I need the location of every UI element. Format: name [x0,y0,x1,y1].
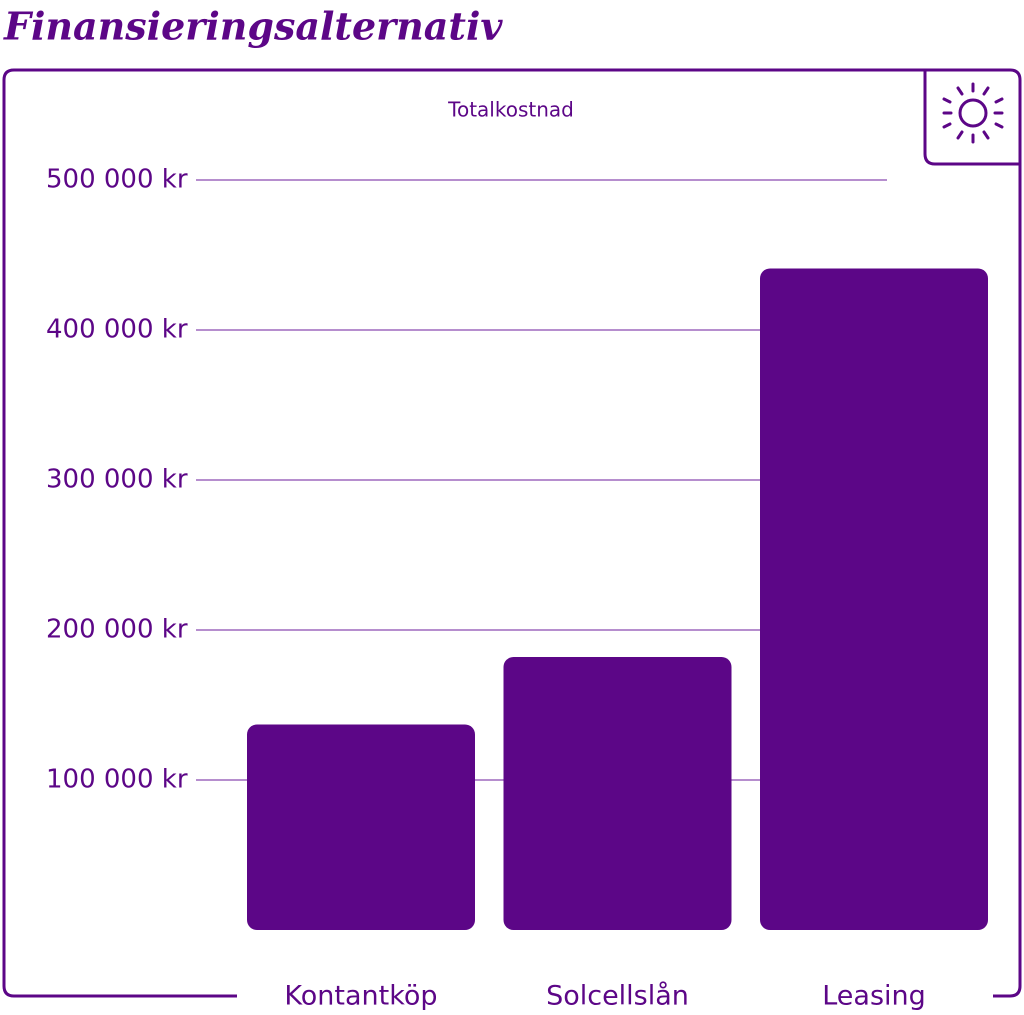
frame [2,68,1022,998]
bar [247,724,475,930]
x-tick-label: Solcellslån [546,981,689,1012]
chart-title: Finansieringsalternativ [3,4,503,49]
x-tick-label: Leasing [822,981,926,1012]
y-tick-label: 500 000 kr [46,165,188,195]
y-tick-label: 400 000 kr [46,315,188,345]
axis-title: Totalkostnad [447,98,574,122]
y-tick-label: 200 000 kr [46,615,188,645]
y-tick-label: 300 000 kr [46,465,188,495]
y-tick-label: 100 000 kr [46,765,188,795]
x-tick-label: Kontantköp [284,981,437,1012]
bar [760,268,988,930]
bar [503,657,732,930]
sun-icon [923,68,1022,166]
